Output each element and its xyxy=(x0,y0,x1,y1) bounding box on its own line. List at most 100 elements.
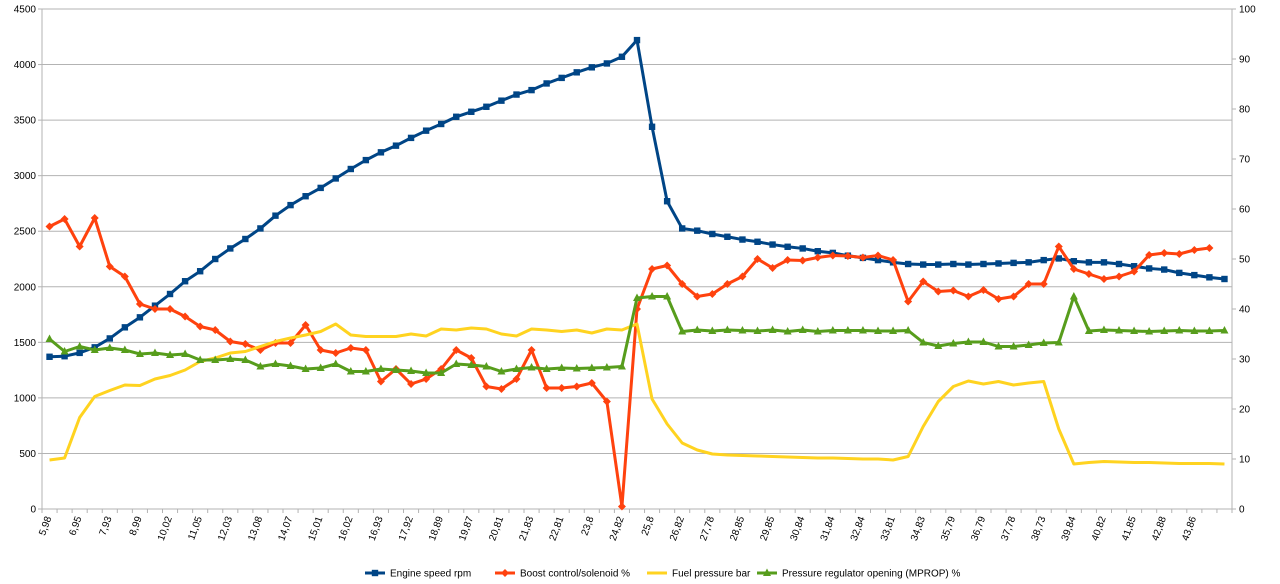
y2-tick-label: 20 xyxy=(1239,405,1251,416)
legend-item: Engine speed rpm xyxy=(365,569,471,580)
data-point xyxy=(543,80,550,87)
data-point xyxy=(979,286,988,294)
data-point xyxy=(1191,271,1198,279)
data-point xyxy=(467,360,476,368)
x-tick-label: 30,84 xyxy=(789,515,808,543)
data-point xyxy=(497,367,506,375)
x-tick-label: 6,95 xyxy=(67,515,84,537)
data-point xyxy=(501,569,509,577)
data-point xyxy=(768,325,777,333)
data-point xyxy=(347,165,354,173)
data-point xyxy=(121,324,129,331)
data-point xyxy=(120,272,129,281)
data-point xyxy=(572,382,581,391)
data-point xyxy=(391,365,400,373)
data-point xyxy=(1024,340,1033,348)
data-point xyxy=(512,375,521,383)
data-point xyxy=(738,326,747,334)
data-point xyxy=(301,321,310,329)
x-tick-label: 15,01 xyxy=(307,515,326,543)
data-point xyxy=(407,380,416,388)
data-point xyxy=(227,245,234,252)
data-point xyxy=(980,260,987,268)
series-line xyxy=(49,322,1225,466)
data-point xyxy=(75,242,84,251)
y2-tick-label: 90 xyxy=(1239,55,1251,66)
data-point xyxy=(1190,246,1199,254)
data-point xyxy=(965,261,972,268)
data-point xyxy=(196,355,205,363)
data-point xyxy=(346,367,355,375)
x-tick-label: 36,79 xyxy=(969,515,988,543)
data-point xyxy=(196,268,204,275)
x-tick-label: 32,84 xyxy=(849,515,868,543)
x-tick-label: 29,85 xyxy=(758,515,777,543)
data-point xyxy=(724,233,731,240)
y2-tick-label: 60 xyxy=(1239,205,1251,216)
data-point xyxy=(90,214,99,222)
data-point xyxy=(617,502,626,511)
right-y-axis: 0 10 20 30 40 50 60 70 80 90 100 xyxy=(1231,5,1256,516)
data-point xyxy=(783,256,792,264)
y2-tick-label: 80 xyxy=(1239,105,1251,116)
data-point xyxy=(798,325,807,333)
data-point xyxy=(150,348,159,356)
data-point xyxy=(332,175,339,182)
data-point xyxy=(301,364,310,372)
data-point xyxy=(995,260,1002,267)
data-point xyxy=(166,290,174,298)
data-point xyxy=(1085,259,1093,266)
data-point xyxy=(242,235,249,243)
data-point xyxy=(663,198,671,205)
y2-tick-label: 40 xyxy=(1239,305,1251,316)
x-tick-label: 24,82 xyxy=(608,515,627,543)
x-axis: 5,98 6,95 7,93 8,99 10,02 11,05 12,03 13,08 14,0… xyxy=(37,508,1233,543)
data-point xyxy=(467,354,476,362)
data-point xyxy=(1115,260,1123,268)
data-point xyxy=(60,347,69,355)
data-point xyxy=(317,184,324,192)
x-tick-label: 16,93 xyxy=(367,515,386,543)
y-tick-label: 1500 xyxy=(14,338,37,349)
y-tick-label: 1000 xyxy=(14,393,37,404)
data-point xyxy=(407,366,416,374)
data-point xyxy=(1160,326,1169,334)
data-point xyxy=(528,86,535,94)
data-point xyxy=(694,227,701,234)
data-point xyxy=(1070,258,1078,265)
data-point xyxy=(135,349,144,357)
x-tick-label: 42,88 xyxy=(1150,515,1169,543)
data-point xyxy=(513,91,520,98)
data-point xyxy=(331,349,340,357)
x-tick-label: 13,08 xyxy=(246,515,265,543)
data-point xyxy=(226,337,235,346)
data-point xyxy=(60,215,69,223)
data-point xyxy=(1160,249,1169,257)
data-point xyxy=(45,222,54,231)
data-point xyxy=(618,53,626,60)
legend-label: Fuel pressure bar xyxy=(672,569,751,580)
data-point xyxy=(904,297,913,306)
data-point xyxy=(362,156,370,164)
y-tick-label: 3500 xyxy=(14,116,37,127)
data-point xyxy=(587,379,596,387)
data-point xyxy=(874,251,883,260)
x-tick-label: 35,79 xyxy=(939,515,958,543)
data-point xyxy=(272,212,279,219)
data-point xyxy=(361,367,370,375)
y2-tick-label: 50 xyxy=(1239,255,1251,266)
data-point xyxy=(1009,342,1018,350)
data-point xyxy=(950,260,957,268)
data-point xyxy=(994,342,1003,350)
x-tick-label: 22,81 xyxy=(548,515,567,543)
legend-label: Boost control/solenoid % xyxy=(520,569,630,580)
data-point xyxy=(1054,338,1063,346)
data-point xyxy=(422,127,430,134)
data-point xyxy=(1009,292,1018,301)
y-tick-label: 500 xyxy=(19,449,36,460)
data-point xyxy=(302,193,309,200)
data-point xyxy=(648,292,657,300)
data-point xyxy=(813,327,822,335)
data-point xyxy=(512,364,521,372)
